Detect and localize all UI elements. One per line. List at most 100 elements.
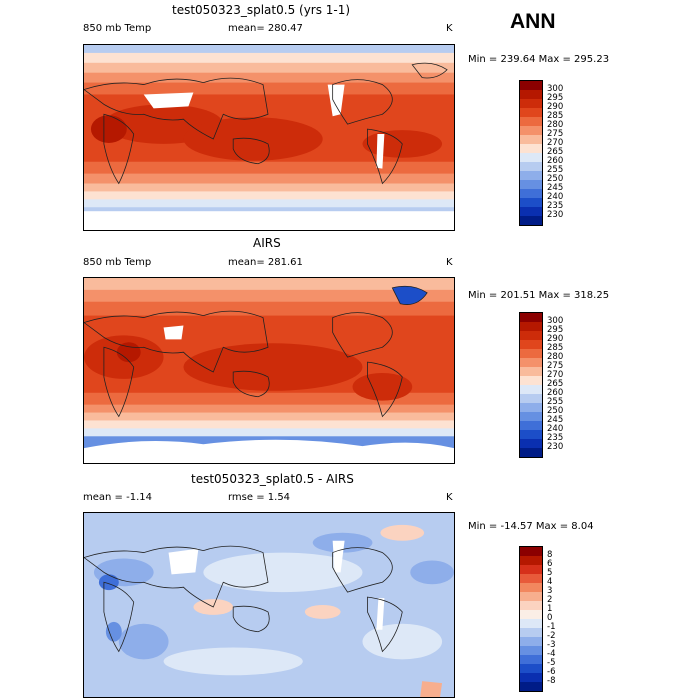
panel2-colorbar-label: 275 <box>547 361 564 371</box>
panel1-colorbar <box>519 80 543 226</box>
panel1-colorbar-label: 255 <box>547 165 564 175</box>
panel1-colorbar-swatch <box>520 189 542 198</box>
panel3-colorbar-label: 5 <box>547 568 553 578</box>
panel2-colorbar-label: 280 <box>547 352 564 362</box>
panel3-colorbar-swatch <box>520 610 542 619</box>
panel1-colorbar-swatch <box>520 207 542 216</box>
panel3-colorbar-label: -5 <box>547 658 556 668</box>
panel1-colorbar-swatch <box>520 180 542 189</box>
panel2-colorbar-swatch <box>520 403 542 412</box>
panel3-colorbar-swatch <box>520 655 542 664</box>
panel2-colorbar-swatch <box>520 331 542 340</box>
panel3-colorbar-label: 6 <box>547 559 553 569</box>
panel1-colorbar-swatch <box>520 126 542 135</box>
panel2-colorbar-swatch <box>520 448 542 457</box>
panel3-colorbar-swatch <box>520 619 542 628</box>
panel1-colorbar-swatch <box>520 198 542 207</box>
panel3-colorbar-swatch <box>520 583 542 592</box>
panel2-colorbar-swatch <box>520 349 542 358</box>
panel1-colorbar-label: 250 <box>547 174 564 184</box>
panel1-colorbar-label: 260 <box>547 156 564 166</box>
panel1-colorbar-label: 245 <box>547 183 564 193</box>
panel1-units: K <box>446 23 453 34</box>
panel3-minmax: Min = -14.57 Max = 8.04 <box>468 521 594 532</box>
panel3-colorbar-swatch <box>520 646 542 655</box>
panel1-colorbar-swatch <box>520 144 542 153</box>
panel3-colorbar-swatch <box>520 565 542 574</box>
panel2-mean-label: mean= 281.61 <box>228 257 303 268</box>
panel2-map <box>83 277 455 464</box>
panel2-colorbar <box>519 312 543 458</box>
panel1-colorbar-swatch <box>520 81 542 90</box>
panel1-colorbar-swatch <box>520 162 542 171</box>
panel2-colorbar-label: 235 <box>547 433 564 443</box>
panel2-colorbar-label: 290 <box>547 334 564 344</box>
panel1-left-label: 850 mb Temp <box>83 23 152 34</box>
panel2-colorbar-label: 240 <box>547 424 564 434</box>
panel3-colorbar-label: -1 <box>547 622 556 632</box>
panel3-colorbar-swatch <box>520 664 542 673</box>
panel3-colorbar-label: 0 <box>547 613 553 623</box>
panel2-colorbar-swatch <box>520 340 542 349</box>
panel3-colorbar-swatch <box>520 637 542 646</box>
panel2-colorbar-swatch <box>520 385 542 394</box>
panel3-map <box>83 512 455 698</box>
panel3-colorbar <box>519 546 543 692</box>
panel3-colorbar-label: -4 <box>547 649 556 659</box>
panel1-map <box>83 44 455 231</box>
panel2-colorbar-label: 260 <box>547 388 564 398</box>
panel2-colorbar-label: 230 <box>547 442 564 452</box>
panel1-colorbar-swatch <box>520 99 542 108</box>
panel1-colorbar-label: 230 <box>547 210 564 220</box>
panel1-colorbar-label: 270 <box>547 138 564 148</box>
panel1-colorbar-label: 275 <box>547 129 564 139</box>
panel2-left-label: 850 mb Temp <box>83 257 152 268</box>
panel3-colorbar-label: 4 <box>547 577 553 587</box>
panel3-colorbar-label: -3 <box>547 640 556 650</box>
panel1-colorbar-label: 300 <box>547 84 564 94</box>
panel3-colorbar-label: 1 <box>547 604 553 614</box>
panel2-units: K <box>446 257 453 268</box>
panel1-mean-label: mean= 280.47 <box>228 23 303 34</box>
panel2-colorbar-swatch <box>520 430 542 439</box>
panel2-colorbar-label: 285 <box>547 343 564 353</box>
panel3-colorbar-swatch <box>520 682 542 691</box>
panel1-colorbar-swatch <box>520 108 542 117</box>
panel3-colorbar-swatch <box>520 556 542 565</box>
panel3-colorbar-swatch <box>520 601 542 610</box>
panel3-colorbar-label: 2 <box>547 595 553 605</box>
panel1-colorbar-label: 295 <box>547 93 564 103</box>
panel1-colorbar-label: 240 <box>547 192 564 202</box>
panel2-colorbar-label: 245 <box>547 415 564 425</box>
panel2-colorbar-swatch <box>520 367 542 376</box>
panel3-mean-label: mean = -1.14 <box>83 492 152 503</box>
panel1-colorbar-label: 290 <box>547 102 564 112</box>
panel2-colorbar-label: 265 <box>547 379 564 389</box>
season-label: ANN <box>510 10 556 33</box>
panel2-colorbar-label: 295 <box>547 325 564 335</box>
panel2-colorbar-swatch <box>520 358 542 367</box>
panel2-colorbar-swatch <box>520 412 542 421</box>
panel1-colorbar-label: 265 <box>547 147 564 157</box>
panel2-colorbar-swatch <box>520 421 542 430</box>
panel2-title: AIRS <box>253 236 281 250</box>
panel1-colorbar-label: 235 <box>547 201 564 211</box>
panel3-rmse-label: rmse = 1.54 <box>228 492 291 503</box>
panel1-colorbar-label: 285 <box>547 111 564 121</box>
panel1-colorbar-swatch <box>520 216 542 225</box>
panel1-colorbar-swatch <box>520 135 542 144</box>
panel1-colorbar-swatch <box>520 90 542 99</box>
panel3-units: K <box>446 492 453 503</box>
panel2-colorbar-swatch <box>520 313 542 322</box>
panel3-colorbar-label: -2 <box>547 631 556 641</box>
panel3-colorbar-swatch <box>520 547 542 556</box>
panel2-colorbar-label: 250 <box>547 406 564 416</box>
panel3-colorbar-swatch <box>520 592 542 601</box>
panel3-colorbar-label: -6 <box>547 667 556 677</box>
panel3-colorbar-swatch <box>520 574 542 583</box>
panel1-colorbar-label: 280 <box>547 120 564 130</box>
panel3-colorbar-label: 8 <box>547 550 553 560</box>
panel2-colorbar-swatch <box>520 322 542 331</box>
panel1-title: test050323_splat0.5 (yrs 1-1) <box>172 3 351 17</box>
panel3-title: test050323_splat0.5 - AIRS <box>191 472 354 486</box>
